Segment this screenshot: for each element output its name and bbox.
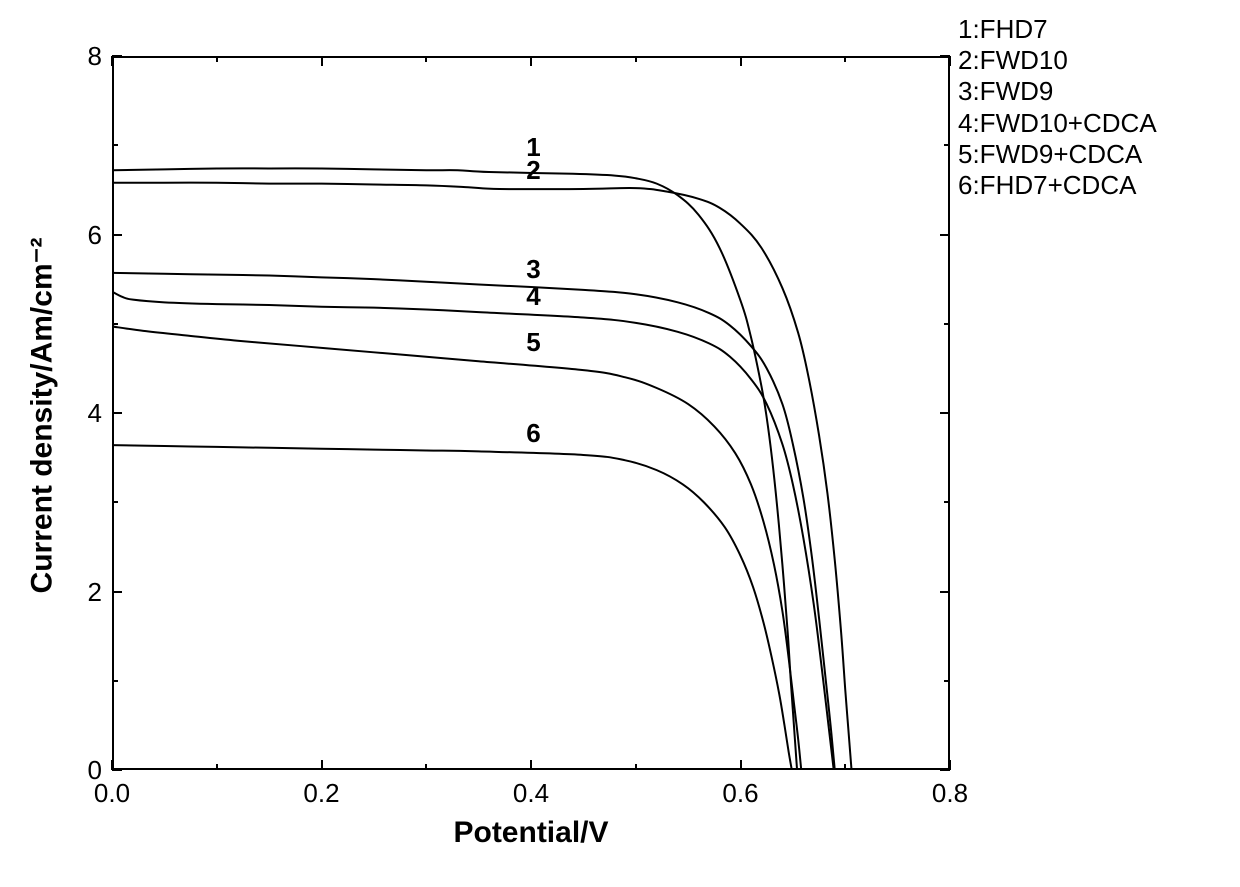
y-axis-label: Current density/Am/cm⁻²: [25, 196, 60, 636]
y-tick: [944, 501, 950, 503]
x-tick: [425, 764, 427, 770]
x-tick: [844, 764, 846, 770]
x-tick: [216, 56, 218, 62]
y-tick: [112, 501, 118, 503]
y-tick: [940, 591, 950, 593]
y-tick: [940, 769, 950, 771]
chart-root: 0.00.20.40.60.802468 Potential/V Current…: [0, 0, 1240, 887]
legend-entry: 6:FHD7+CDCA: [958, 170, 1157, 201]
x-tick: [321, 760, 323, 770]
y-tick: [112, 412, 122, 414]
curve-1: [112, 168, 797, 770]
x-tick: [635, 56, 637, 62]
legend-entry: 1:FHD7: [958, 14, 1157, 45]
y-tick-label: 4: [62, 398, 102, 429]
x-tick: [216, 764, 218, 770]
curve-2: [112, 183, 852, 770]
y-tick: [112, 591, 122, 593]
y-tick: [940, 55, 950, 57]
curve-4: [112, 292, 834, 770]
x-tick: [425, 56, 427, 62]
x-tick: [530, 56, 532, 66]
legend-entry: 2:FWD10: [958, 45, 1157, 76]
curve-5: [112, 326, 801, 770]
curve-label-5: 5: [526, 327, 540, 358]
x-tick-label: 0.8: [910, 778, 990, 809]
x-tick-label: 0.2: [282, 778, 362, 809]
x-tick: [740, 56, 742, 66]
x-tick-label: 0.4: [491, 778, 571, 809]
legend-entry: 4:FWD10+CDCA: [958, 108, 1157, 139]
curve-label-4: 4: [526, 281, 540, 312]
curve-label-2: 2: [526, 155, 540, 186]
y-tick-label: 6: [62, 220, 102, 251]
curve-6: [112, 445, 792, 770]
x-tick: [740, 760, 742, 770]
x-axis-label: Potential/V: [411, 816, 651, 850]
x-tick: [111, 56, 113, 66]
y-tick: [112, 55, 122, 57]
x-tick: [844, 56, 846, 62]
y-tick: [112, 680, 118, 682]
x-tick-label: 0.6: [701, 778, 781, 809]
legend: 1:FHD72:FWD103:FWD94:FWD10+CDCA5:FWD9+CD…: [958, 14, 1157, 201]
y-tick: [112, 144, 118, 146]
x-tick: [321, 56, 323, 66]
legend-entry: 3:FWD9: [958, 76, 1157, 107]
y-tick: [112, 234, 122, 236]
y-tick: [940, 234, 950, 236]
y-tick-label: 2: [62, 577, 102, 608]
y-tick: [944, 323, 950, 325]
y-tick: [944, 144, 950, 146]
curve-3: [112, 273, 835, 770]
y-tick: [944, 680, 950, 682]
y-tick-label: 8: [62, 41, 102, 72]
x-tick: [530, 760, 532, 770]
x-tick: [635, 764, 637, 770]
y-tick: [112, 769, 122, 771]
y-tick-label: 0: [62, 755, 102, 786]
x-tick: [949, 56, 951, 66]
legend-entry: 5:FWD9+CDCA: [958, 139, 1157, 170]
curve-label-6: 6: [526, 418, 540, 449]
y-tick: [940, 412, 950, 414]
y-tick: [112, 323, 118, 325]
